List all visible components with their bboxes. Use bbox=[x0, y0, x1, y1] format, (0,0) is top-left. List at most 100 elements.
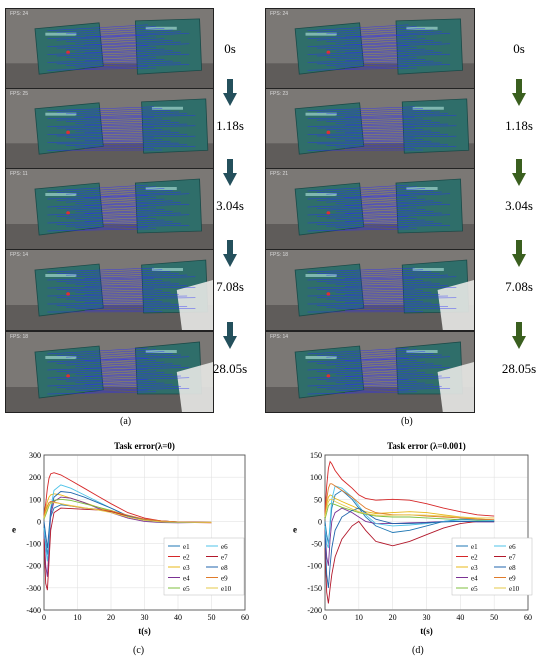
fps-readout: FPS: 18 bbox=[270, 252, 289, 258]
y-tick-label: -400 bbox=[26, 606, 41, 615]
down-arrow-icon bbox=[223, 322, 237, 350]
caption-d: (d) bbox=[412, 645, 424, 656]
video-frame: FPS: 18 bbox=[265, 249, 475, 331]
fps-readout: FPS: 24 bbox=[10, 11, 29, 17]
time-label: 7.08s bbox=[216, 279, 244, 294]
fps-readout: FPS: 18 bbox=[10, 334, 29, 340]
y-tick-label: 0 bbox=[318, 517, 322, 526]
legend-label-e6: e6 bbox=[509, 543, 516, 551]
time-label: 0s bbox=[224, 41, 236, 56]
legend-label-e6: e6 bbox=[221, 543, 228, 551]
x-tick-label: 30 bbox=[423, 613, 431, 622]
time-label: 28.05s bbox=[212, 361, 248, 376]
time-label: 1.18s bbox=[505, 118, 533, 133]
x-tick-label: 50 bbox=[490, 613, 498, 622]
x-tick-label: 20 bbox=[389, 613, 397, 622]
y-tick-label: -150 bbox=[307, 584, 322, 593]
legend-label-e5: e5 bbox=[471, 585, 478, 593]
x-tick-label: 0 bbox=[323, 613, 327, 622]
time-label: 3.04s bbox=[216, 198, 244, 213]
video-frame: FPS: 11 bbox=[5, 168, 214, 250]
series-line-e5 bbox=[324, 503, 495, 522]
y-tick-label: 100 bbox=[310, 473, 322, 482]
x-axis-label: t(s) bbox=[138, 626, 151, 636]
y-tick-label: -200 bbox=[26, 562, 41, 571]
down-arrow-icon bbox=[512, 240, 526, 268]
x-tick-label: 60 bbox=[524, 613, 532, 622]
video-frame: FPS: 23 bbox=[265, 88, 475, 169]
x-tick-label: 20 bbox=[107, 613, 115, 622]
legend-label-e4: e4 bbox=[471, 575, 478, 583]
y-tick-label: 150 bbox=[310, 451, 322, 460]
y-axis-label: e bbox=[293, 525, 297, 535]
caption-c: (c) bbox=[133, 645, 145, 656]
legend-label-e10: e10 bbox=[221, 585, 232, 593]
down-arrow-icon bbox=[512, 159, 526, 187]
y-tick-label: 200 bbox=[29, 473, 41, 482]
x-tick-label: 60 bbox=[241, 613, 249, 622]
time-label: 28.05s bbox=[501, 361, 537, 376]
legend-label-e2: e2 bbox=[183, 554, 190, 562]
time-label: 3.04s bbox=[505, 198, 533, 213]
x-tick-label: 40 bbox=[456, 613, 464, 622]
x-axis-label: t(s) bbox=[420, 626, 433, 636]
legend-label-e7: e7 bbox=[221, 554, 228, 562]
legend-label-e1: e1 bbox=[471, 543, 478, 551]
chart-title: Task error (λ=0.001) bbox=[387, 441, 466, 451]
video-frame: FPS: 21 bbox=[265, 168, 475, 250]
y-axis-label: e bbox=[12, 525, 16, 535]
legend-label-e8: e8 bbox=[221, 564, 228, 572]
legend-label-e1: e1 bbox=[183, 543, 190, 551]
video-frame: FPS: 14 bbox=[5, 249, 214, 331]
series-line-e10 bbox=[324, 498, 495, 519]
x-tick-label: 40 bbox=[174, 613, 182, 622]
fps-readout: FPS: 21 bbox=[270, 171, 289, 177]
fps-readout: FPS: 24 bbox=[270, 11, 289, 17]
series-line-e10 bbox=[43, 502, 212, 523]
legend-label-e9: e9 bbox=[221, 575, 228, 583]
down-arrow-icon bbox=[512, 322, 526, 350]
series-line-e7 bbox=[324, 520, 495, 604]
fps-readout: FPS: 11 bbox=[10, 171, 28, 177]
video-frame: FPS: 18 bbox=[5, 331, 214, 413]
time-label: 7.08s bbox=[505, 279, 533, 294]
down-arrow-icon bbox=[223, 159, 237, 187]
y-tick-label: -300 bbox=[26, 584, 41, 593]
down-arrow-icon bbox=[223, 240, 237, 268]
legend-label-e8: e8 bbox=[509, 564, 516, 572]
legend-label-e7: e7 bbox=[509, 554, 516, 562]
legend-label-e3: e3 bbox=[183, 564, 190, 572]
y-tick-label: -100 bbox=[307, 562, 322, 571]
y-tick-label: -200 bbox=[307, 606, 322, 615]
video-frame: FPS: 25 bbox=[5, 88, 214, 169]
legend-label-e4: e4 bbox=[183, 575, 190, 583]
x-tick-label: 10 bbox=[74, 613, 82, 622]
fps-readout: FPS: 14 bbox=[10, 252, 29, 258]
fps-readout: FPS: 25 bbox=[10, 91, 29, 97]
video-frame: FPS: 24 bbox=[5, 8, 214, 89]
chart-task-error-lambda-0: 0 10 20 30 40 50 60 -400 -300 -200 -100 0 100 200 300 T… bbox=[12, 441, 249, 636]
y-tick-label: 50 bbox=[314, 495, 322, 504]
x-tick-label: 10 bbox=[355, 613, 363, 622]
x-tick-label: 50 bbox=[208, 613, 216, 622]
y-tick-label: -100 bbox=[26, 540, 41, 549]
legend-label-e9: e9 bbox=[509, 575, 516, 583]
chart-task-error-lambda-0001: 0 10 20 30 40 50 60 -200 -150 -100 -50 0 50 100 150 Tas… bbox=[293, 441, 533, 636]
legend-label-e10: e10 bbox=[509, 585, 520, 593]
video-frame: FPS: 24 bbox=[265, 8, 475, 89]
y-tick-label: 0 bbox=[37, 517, 41, 526]
down-arrow-icon bbox=[223, 79, 237, 107]
legend-label-e2: e2 bbox=[471, 554, 478, 562]
x-tick-label: 30 bbox=[141, 613, 149, 622]
time-label: 0s bbox=[513, 41, 525, 56]
caption-a: (a) bbox=[120, 416, 132, 427]
y-tick-label: -50 bbox=[311, 540, 322, 549]
series-line-e2 bbox=[324, 460, 495, 517]
caption-b: (b) bbox=[401, 416, 413, 427]
legend-label-e3: e3 bbox=[471, 564, 478, 572]
y-tick-label: 300 bbox=[29, 451, 41, 460]
series-line-e9 bbox=[324, 483, 495, 521]
x-tick-label: 0 bbox=[42, 613, 46, 622]
time-label: 1.18s bbox=[216, 118, 244, 133]
